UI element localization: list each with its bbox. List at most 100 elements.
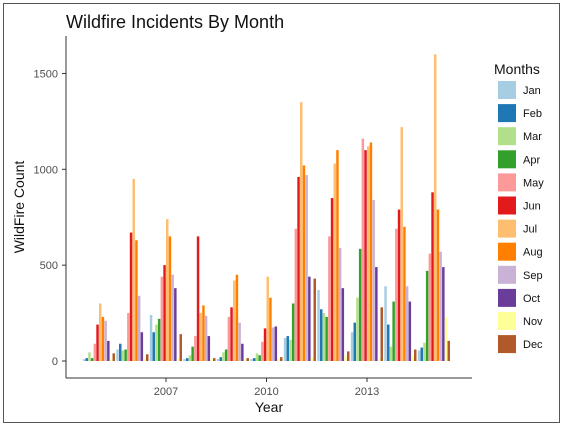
bar-oct-2015 [442, 267, 445, 361]
x-tick-label: 2010 [254, 386, 278, 398]
bar-mar-2009 [222, 352, 225, 361]
bar-jan-2013 [350, 332, 354, 362]
bar-apr-2009 [224, 349, 228, 361]
bar-sep-2014 [405, 286, 409, 361]
bar-aug-2015 [436, 209, 440, 361]
bar-oct-2005 [107, 340, 110, 361]
bar-oct-2007 [174, 288, 177, 361]
legend-label-nov: Nov [523, 316, 543, 328]
x-axis-ticks: 2007 2010 2013 [154, 378, 379, 398]
legend-swatch-may [498, 173, 516, 192]
bar-feb-2006 [119, 343, 122, 361]
bar-feb-2015 [420, 347, 423, 361]
bar-jul-2012 [333, 163, 336, 361]
bar-jun-2008 [196, 236, 200, 361]
bar-oct-2009 [241, 343, 244, 361]
bar-dec-2009 [246, 358, 249, 361]
bar-jan-2009 [216, 359, 220, 361]
bar-oct-2014 [408, 301, 412, 361]
chart-title: Wildfire Incidents By Month [66, 12, 284, 32]
bar-jul-2013 [367, 146, 370, 361]
bar-mar-2006 [121, 350, 125, 361]
bar-may-2010 [261, 341, 264, 361]
bar-jun-2011 [297, 176, 300, 361]
bar-feb-2010 [253, 358, 256, 361]
bar-may-2014 [395, 228, 398, 361]
bar-aug-2013 [369, 142, 373, 361]
bar-sep-2010 [271, 327, 275, 361]
y-tick-label: 1000 [34, 164, 58, 176]
bar-jun-2009 [230, 307, 233, 361]
bar-apr-2006 [124, 349, 127, 361]
bar-dec-2006 [146, 354, 149, 361]
bar-mar-2008 [188, 355, 192, 361]
bar-sep-2012 [338, 247, 342, 361]
bar-feb-2005 [85, 358, 88, 361]
bar-mar-2014 [389, 346, 393, 361]
bar-nov-2008 [210, 359, 213, 361]
bar-apr-2005 [90, 358, 94, 361]
bar-aug-2006 [135, 240, 138, 361]
y-tick-label: 500 [40, 260, 58, 272]
bar-jul-2010 [266, 276, 269, 361]
bar-aug-2008 [202, 305, 205, 361]
bar-dec-2012 [347, 351, 350, 362]
legend-label-jul: Jul [523, 224, 537, 236]
y-tick-label: 0 [52, 356, 58, 368]
bar-jan-2005 [82, 359, 86, 361]
bar-apr-2010 [258, 355, 261, 361]
bar-feb-2009 [219, 357, 222, 361]
legend-label-sep: Sep [523, 270, 543, 282]
bar-dec-2015 [447, 340, 450, 361]
bar-jan-2010 [250, 359, 253, 361]
bar-jul-2009 [233, 280, 236, 361]
bar-aug-2010 [269, 297, 272, 361]
bar-jan-2011 [283, 338, 287, 361]
bar-aug-2014 [403, 226, 406, 361]
bar-jul-2014 [400, 127, 403, 361]
bar-dec-2007 [179, 334, 182, 361]
legend: Months Jan Feb Mar Apr May Jun Jul Aug Sep Oct Nov… [494, 61, 544, 354]
legend-label-feb: Feb [523, 108, 542, 120]
bar-mar-2012 [322, 313, 326, 361]
bar-may-2006 [127, 313, 130, 361]
bar-feb-2012 [320, 309, 323, 361]
bar-jul-2008 [199, 313, 202, 361]
bar-jul-2007 [166, 219, 169, 361]
legend-swatch-oct [498, 288, 516, 307]
bar-apr-2007 [157, 318, 161, 361]
legend-label-aug: Aug [523, 247, 543, 259]
legend-swatch-apr [498, 150, 516, 169]
bar-nov-2011 [310, 357, 314, 361]
y-axis-title: WildFire Count [11, 161, 27, 254]
bar-mar-2015 [423, 342, 426, 361]
bar-apr-2008 [191, 346, 194, 361]
bar-oct-2012 [341, 288, 345, 361]
x-axis-title: Year [255, 399, 284, 415]
bar-mar-2013 [356, 297, 359, 361]
legend-label-mar: Mar [523, 131, 542, 143]
bar-nov-2013 [377, 359, 381, 361]
bar-mar-2011 [289, 339, 292, 361]
bar-nov-2009 [243, 359, 247, 361]
bar-nov-2007 [176, 358, 180, 361]
bar-may-2009 [227, 316, 231, 361]
bar-feb-2007 [152, 332, 155, 362]
legend-swatch-jun [498, 196, 516, 215]
bar-may-2007 [160, 276, 164, 361]
bar-group [82, 54, 450, 362]
bar-jul-2011 [300, 102, 303, 361]
bar-jun-2013 [364, 150, 367, 361]
bar-jun-2014 [397, 209, 401, 361]
bar-aug-2007 [168, 236, 172, 361]
bar-dec-2010 [280, 357, 283, 361]
bar-aug-2012 [336, 150, 339, 361]
x-tick-label: 2007 [154, 386, 178, 398]
legend-swatch-aug [498, 242, 516, 261]
bar-nov-2006 [143, 359, 146, 361]
bar-sep-2008 [204, 315, 208, 361]
legend-swatch-feb [498, 104, 516, 123]
bar-dec-2013 [380, 307, 383, 361]
bar-apr-2014 [392, 301, 395, 361]
